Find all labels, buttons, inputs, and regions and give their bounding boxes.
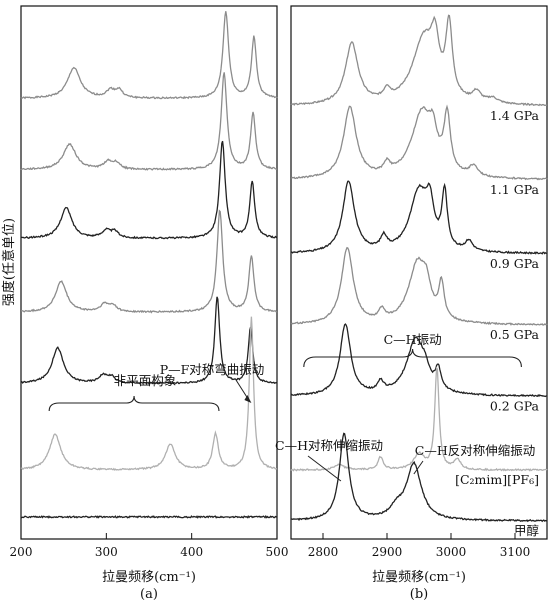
- spectrum-line: [290, 246, 548, 326]
- panel-b-x-ticks: 2800 2900 3000 3100: [308, 533, 531, 559]
- x-tick-label: 2800: [308, 545, 339, 559]
- x-tick-label: 3100: [500, 545, 531, 559]
- annotation-arrow: [413, 460, 424, 475]
- series-label: 0.5 GPa: [490, 327, 540, 342]
- spectrum-line: [290, 432, 548, 523]
- x-tick-label: 300: [95, 545, 118, 559]
- bracket: [303, 348, 522, 368]
- panel-a-x-axis-label: 拉曼频移(cm⁻¹): [102, 570, 196, 585]
- spectrum-line: [20, 296, 278, 385]
- spectrum-line: [290, 180, 548, 255]
- panel-a-x-ticks: 200 300 400 500: [10, 533, 289, 559]
- series-label: 0.2 GPa: [490, 398, 540, 413]
- series-label: 1.1 GPa: [490, 182, 540, 197]
- panel-b-frame: [290, 5, 548, 540]
- annotation-ch-asym-stretch: C—H反对称伸缩振动: [415, 443, 535, 458]
- spectrum-line: [20, 72, 277, 171]
- annotation-pf-bend: P—F对称弯曲振动: [160, 362, 265, 377]
- annotation-ch-sym-stretch: C—H对称伸缩振动: [275, 438, 383, 453]
- y-axis-label: 强度(任意单位): [1, 218, 17, 306]
- panel-b-label: (b): [410, 587, 428, 602]
- panel-b-x-axis-label: 拉曼频移(cm⁻¹): [372, 570, 466, 585]
- x-tick-label: 3000: [436, 545, 467, 559]
- panel-a-label: (a): [140, 587, 158, 602]
- x-tick-label: 500: [266, 545, 289, 559]
- panel-b: 2800 2900 3000 3100 1.4 GPa 1.1 GPa 0.9 GPa 0.…: [275, 5, 548, 602]
- spectrum-line: [20, 140, 278, 240]
- spectrum-line: [20, 316, 278, 471]
- series-label: 1.4 GPa: [490, 108, 540, 123]
- x-tick-label: 400: [180, 545, 203, 559]
- spectrum-line: [290, 104, 548, 181]
- series-label: 0.9 GPa: [490, 256, 540, 271]
- spectrum-line: [290, 323, 548, 398]
- annotation-nonplanar: 非平面构象: [114, 373, 177, 388]
- panel-a-series: [20, 11, 278, 519]
- arrow-head: [244, 395, 252, 403]
- annotation-ch-vibration: C—H振动: [384, 332, 442, 347]
- spectrum-line: [290, 14, 548, 107]
- spectrum-line: [20, 514, 278, 519]
- series-label: [C₂mim][PF₆]: [455, 472, 539, 487]
- x-tick-label: 2900: [372, 545, 403, 559]
- bracket: [48, 395, 220, 412]
- series-label: 甲醇: [514, 523, 539, 538]
- spectrum-line: [20, 11, 278, 100]
- annotation-arrow: [307, 455, 342, 482]
- panel-b-series: 1.4 GPa 1.1 GPa 0.9 GPa 0.5 GPa 0.2 GPa [C₂mi…: [290, 14, 548, 538]
- panel-a-frame: [20, 5, 278, 540]
- x-tick-label: 200: [10, 545, 33, 559]
- spectrum-line: [20, 209, 278, 314]
- panel-b-annotations: C—H振动 C—H对称伸缩振动 C—H反对称伸缩振动: [275, 332, 535, 482]
- spectrum-line: [290, 366, 548, 472]
